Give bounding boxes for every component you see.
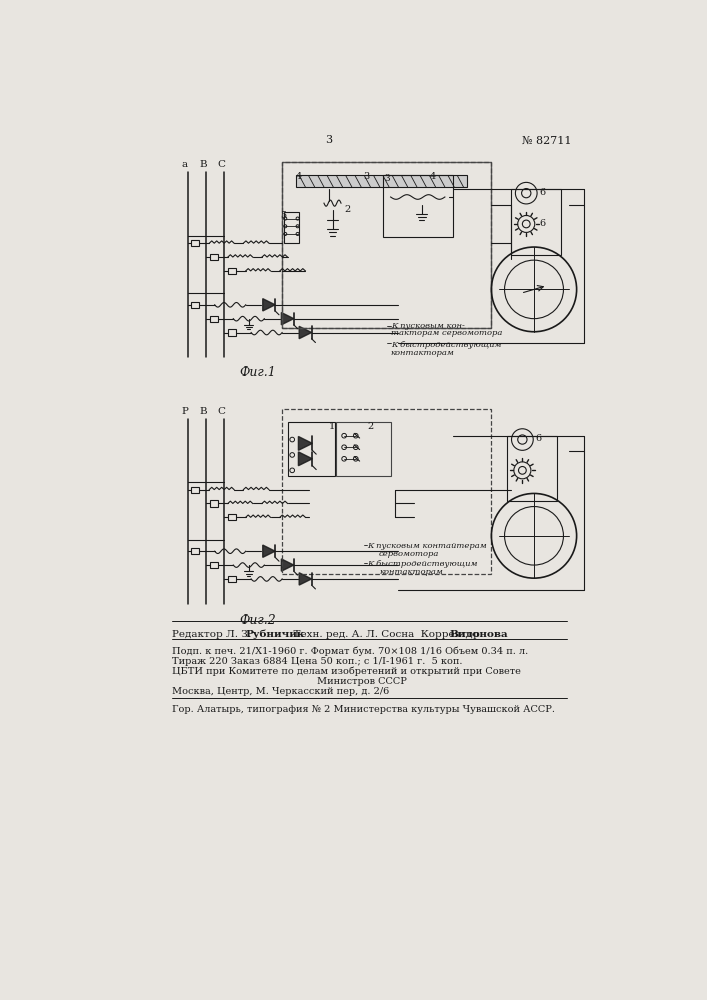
Text: 3: 3 (325, 135, 332, 145)
Text: 6: 6 (535, 434, 542, 443)
Bar (284, 212, 299, 243)
Text: C: C (217, 407, 225, 416)
Text: B: B (199, 407, 207, 416)
Bar (228, 576, 235, 582)
Bar (282, 162, 491, 328)
Bar (282, 409, 491, 574)
Polygon shape (281, 559, 293, 571)
Bar (210, 562, 218, 568)
Text: Гор. Алатырь, типография № 2 Министерства культуры Чувашской АССР.: Гор. Алатырь, типография № 2 Министерств… (172, 705, 555, 714)
Text: C: C (217, 160, 225, 169)
Text: сервомотора: сервомотора (379, 550, 439, 558)
Text: К быстродействующим: К быстродействующим (391, 341, 501, 349)
Text: ЦБТИ при Комитете по делам изобретений и открытий при Совете: ЦБТИ при Комитете по делам изобретений и… (172, 667, 521, 676)
Bar (210, 500, 218, 507)
Text: такторам сервомотора: такторам сервомотора (391, 329, 502, 337)
Polygon shape (263, 299, 275, 311)
Polygon shape (298, 452, 312, 466)
Text: a: a (182, 160, 187, 169)
Bar (282, 162, 491, 328)
Text: Рубничик: Рубничик (246, 630, 305, 639)
Polygon shape (299, 326, 312, 339)
Polygon shape (263, 545, 275, 557)
Text: P: P (181, 407, 188, 416)
Text: контакторам: контакторам (391, 349, 455, 357)
Bar (383, 175, 452, 237)
Text: 6: 6 (539, 188, 546, 197)
Bar (296, 175, 467, 187)
Text: Подп. к печ. 21/Х1-1960 г. Формат бум. 70×108 1/16 Объем 0.34 п. л.: Подп. к печ. 21/Х1-1960 г. Формат бум. 7… (172, 647, 528, 656)
Text: К быстродействующим: К быстродействующим (368, 560, 478, 568)
Text: 6: 6 (539, 219, 546, 228)
Text: контакторам: контакторам (379, 568, 443, 576)
Bar (192, 548, 199, 554)
Text: 4: 4 (296, 172, 303, 181)
Text: 3: 3 (363, 172, 370, 181)
Polygon shape (281, 312, 293, 325)
Text: 2: 2 (368, 422, 373, 431)
Bar (192, 487, 199, 493)
Text: Фиг.2: Фиг.2 (240, 614, 276, 627)
Bar (337, 422, 391, 476)
Text: 2: 2 (344, 205, 351, 214)
Text: B: B (199, 160, 207, 169)
Text: 5: 5 (281, 211, 287, 220)
Bar (210, 316, 218, 322)
Bar (228, 329, 235, 336)
Bar (507, 436, 557, 501)
Polygon shape (298, 436, 312, 450)
Text: К пусковым контайтерам: К пусковым контайтерам (368, 542, 487, 550)
Polygon shape (299, 573, 312, 585)
Text: 3: 3 (385, 174, 390, 183)
Text: Видонова: Видонова (450, 630, 508, 639)
Text: Министров СССР: Министров СССР (317, 677, 407, 686)
Bar (192, 302, 199, 308)
Bar (210, 254, 218, 260)
Text: К пусковым кон-: К пусковым кон- (391, 322, 464, 330)
Bar (228, 268, 235, 274)
Text: Фиг.1: Фиг.1 (240, 366, 276, 379)
Bar (192, 240, 199, 246)
Text: 1: 1 (329, 422, 335, 431)
Bar (510, 189, 561, 255)
Bar (288, 422, 335, 476)
Text: № 82711: № 82711 (522, 135, 572, 145)
Bar (228, 514, 235, 520)
Text: 4: 4 (429, 172, 436, 181)
Text: Редактор Л. З.: Редактор Л. З. (172, 630, 255, 639)
Text: Москва, Центр, М. Черкасский пер, д. 2/6: Москва, Центр, М. Черкасский пер, д. 2/6 (172, 687, 390, 696)
Text: Тираж 220 Заказ 6884 Цена 50 коп.; с 1/I-1961 г.  5 коп.: Тираж 220 Заказ 6884 Цена 50 коп.; с 1/I… (172, 657, 462, 666)
Text: Техн. ред. А. Л. Сосна  Корректор: Техн. ред. А. Л. Сосна Корректор (287, 630, 483, 639)
